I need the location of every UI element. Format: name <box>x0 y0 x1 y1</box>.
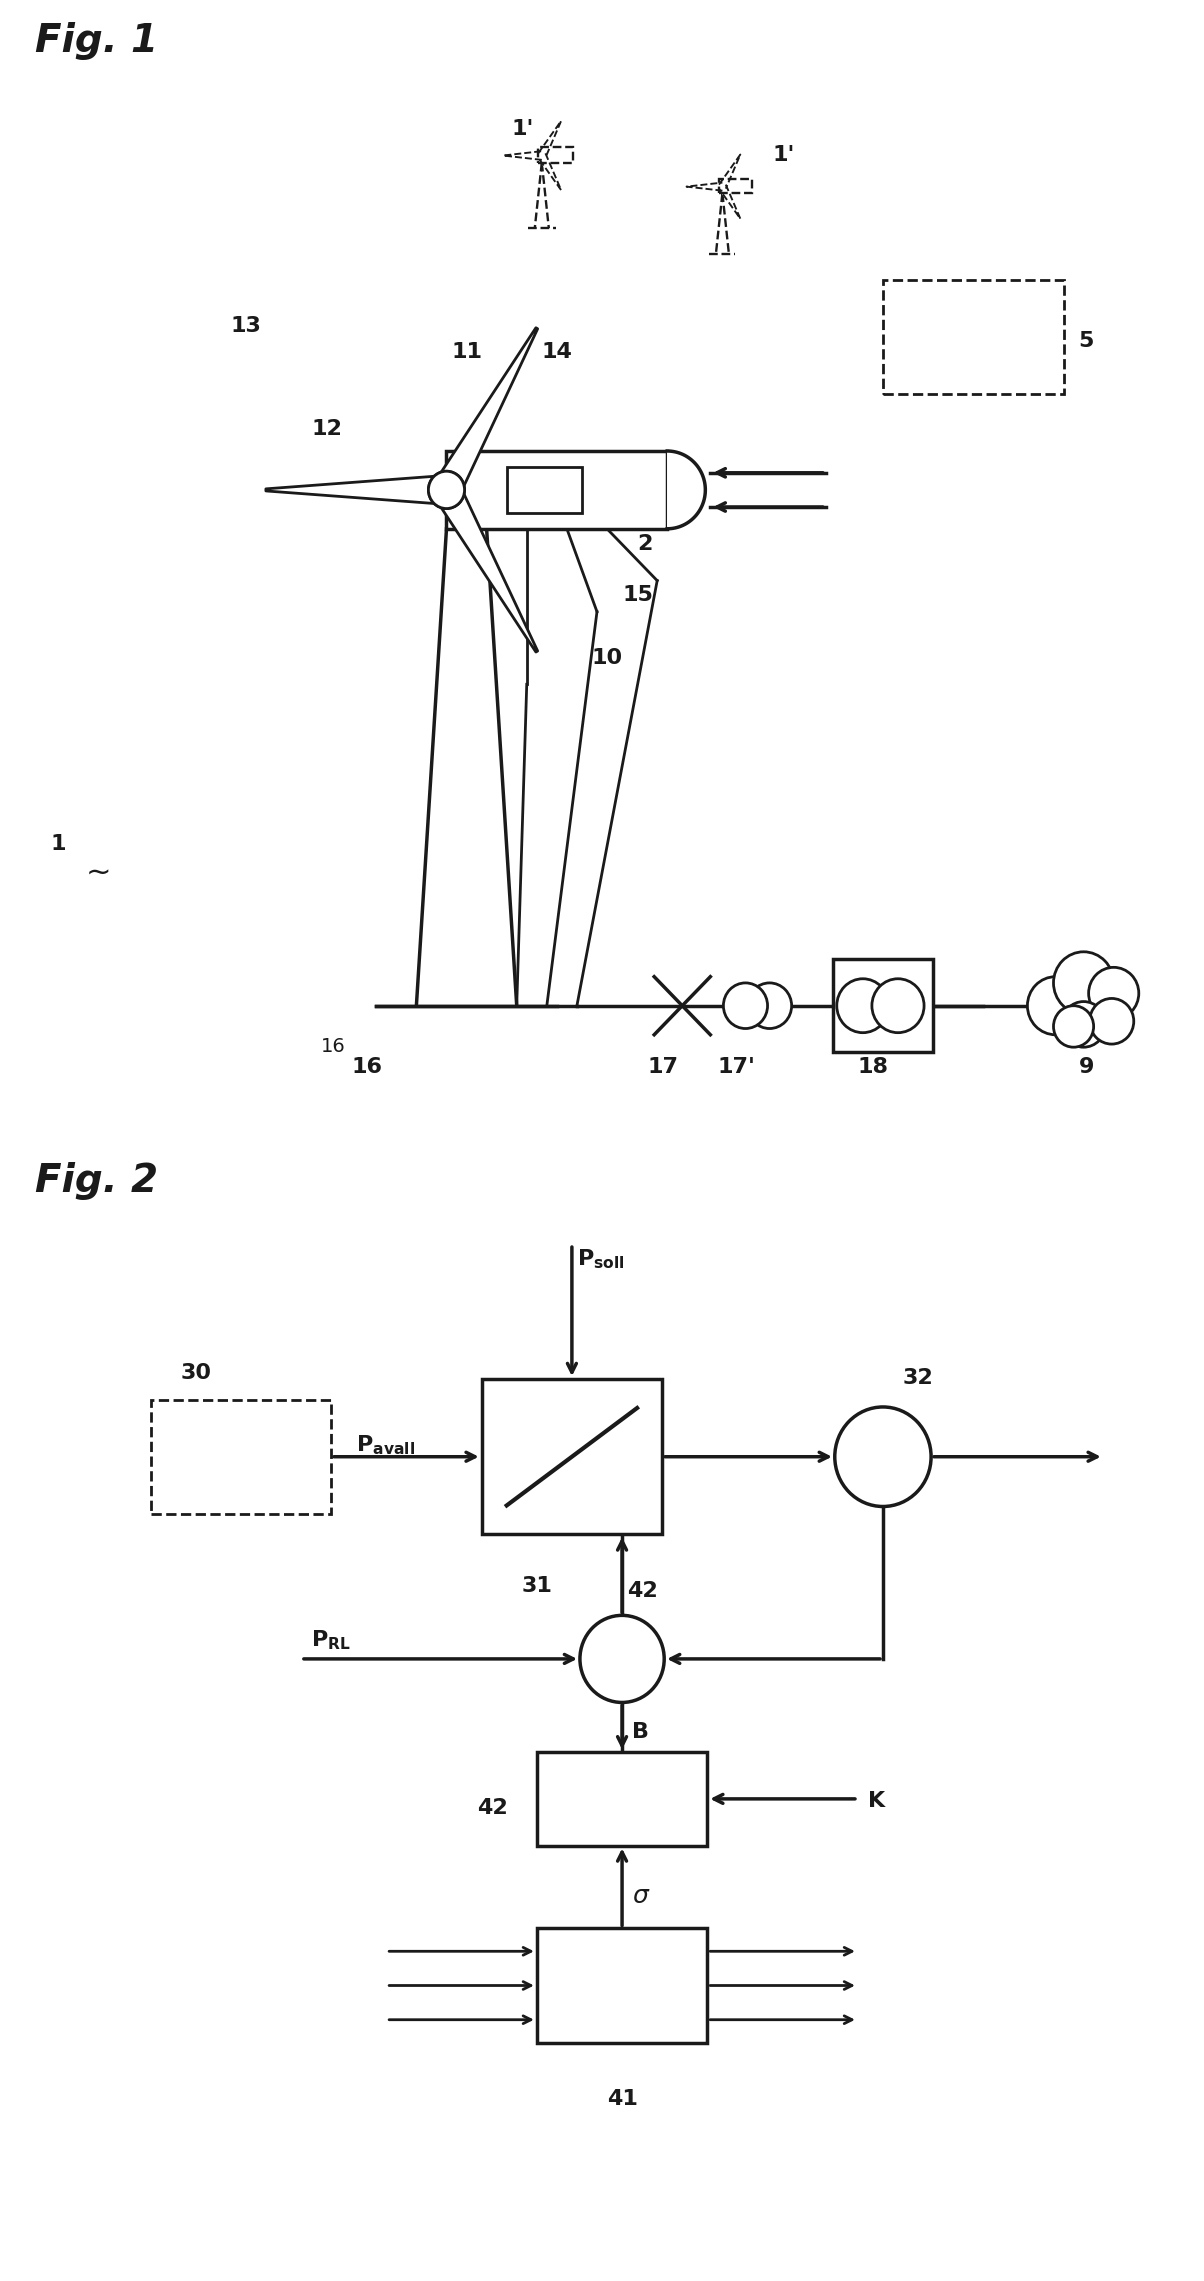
Bar <box>833 958 933 1052</box>
Text: 9: 9 <box>1079 1056 1094 1077</box>
Polygon shape <box>538 121 561 157</box>
Text: 15: 15 <box>622 586 653 604</box>
Circle shape <box>837 979 889 1033</box>
Circle shape <box>429 472 465 509</box>
Bar <box>883 281 1063 395</box>
Polygon shape <box>719 185 740 219</box>
Text: 16: 16 <box>321 1038 346 1056</box>
Bar <box>538 146 573 162</box>
Text: 17': 17' <box>718 1056 755 1077</box>
Text: 18: 18 <box>857 1056 889 1077</box>
Polygon shape <box>435 328 538 497</box>
Text: 1': 1' <box>773 144 795 164</box>
Text: Fig. 1: Fig. 1 <box>35 23 158 59</box>
Bar <box>447 452 667 529</box>
Text: 1': 1' <box>512 119 535 139</box>
Text: ~: ~ <box>85 858 111 887</box>
Polygon shape <box>719 155 740 189</box>
Text: 32: 32 <box>903 1369 934 1389</box>
Text: K: K <box>868 1791 885 1811</box>
Text: B: B <box>632 1722 649 1743</box>
Bar <box>507 468 582 513</box>
Circle shape <box>1054 951 1114 1015</box>
Circle shape <box>1027 976 1084 1036</box>
Text: 16: 16 <box>352 1056 382 1077</box>
Polygon shape <box>266 474 447 504</box>
Polygon shape <box>503 151 542 160</box>
Text: 11: 11 <box>452 342 483 363</box>
Text: $\sigma$: $\sigma$ <box>632 1884 650 1907</box>
Text: Fig. 2: Fig. 2 <box>35 1163 158 1200</box>
Text: +: + <box>843 1439 863 1464</box>
Text: 42: 42 <box>477 1797 507 1818</box>
Text: 1: 1 <box>51 835 66 853</box>
Text: 31: 31 <box>521 1576 553 1594</box>
Text: 2: 2 <box>637 534 653 554</box>
Text: $\mathbf{P_{avall}}$: $\mathbf{P_{avall}}$ <box>356 1432 415 1458</box>
Circle shape <box>1088 967 1139 1020</box>
Bar <box>150 1401 331 1515</box>
Text: 13: 13 <box>231 315 261 335</box>
Circle shape <box>1090 999 1134 1045</box>
Text: $\mathbf{P_{soll}}$: $\mathbf{P_{soll}}$ <box>577 1248 625 1271</box>
Text: 17: 17 <box>648 1056 678 1077</box>
Polygon shape <box>686 182 722 192</box>
Text: −: − <box>886 1471 909 1501</box>
Text: 30: 30 <box>181 1364 212 1382</box>
Text: 5: 5 <box>1079 331 1094 351</box>
Polygon shape <box>435 484 538 652</box>
Bar <box>719 178 751 194</box>
Circle shape <box>429 472 465 509</box>
Text: 41: 41 <box>607 2089 638 2108</box>
Text: 10: 10 <box>592 648 624 668</box>
Bar <box>537 1752 707 1845</box>
Text: 14: 14 <box>542 342 573 363</box>
Circle shape <box>872 979 925 1033</box>
Circle shape <box>580 1615 665 1702</box>
Bar <box>482 1380 662 1535</box>
Circle shape <box>748 983 792 1029</box>
Circle shape <box>1054 1006 1093 1047</box>
Bar <box>537 1927 707 2041</box>
Circle shape <box>724 983 768 1029</box>
Text: 12: 12 <box>311 420 342 440</box>
Text: 42: 42 <box>627 1581 657 1601</box>
Circle shape <box>1062 1001 1105 1047</box>
Circle shape <box>834 1407 931 1505</box>
Polygon shape <box>538 153 561 189</box>
Text: $\mathbf{P_{RL}}$: $\mathbf{P_{RL}}$ <box>311 1629 350 1651</box>
